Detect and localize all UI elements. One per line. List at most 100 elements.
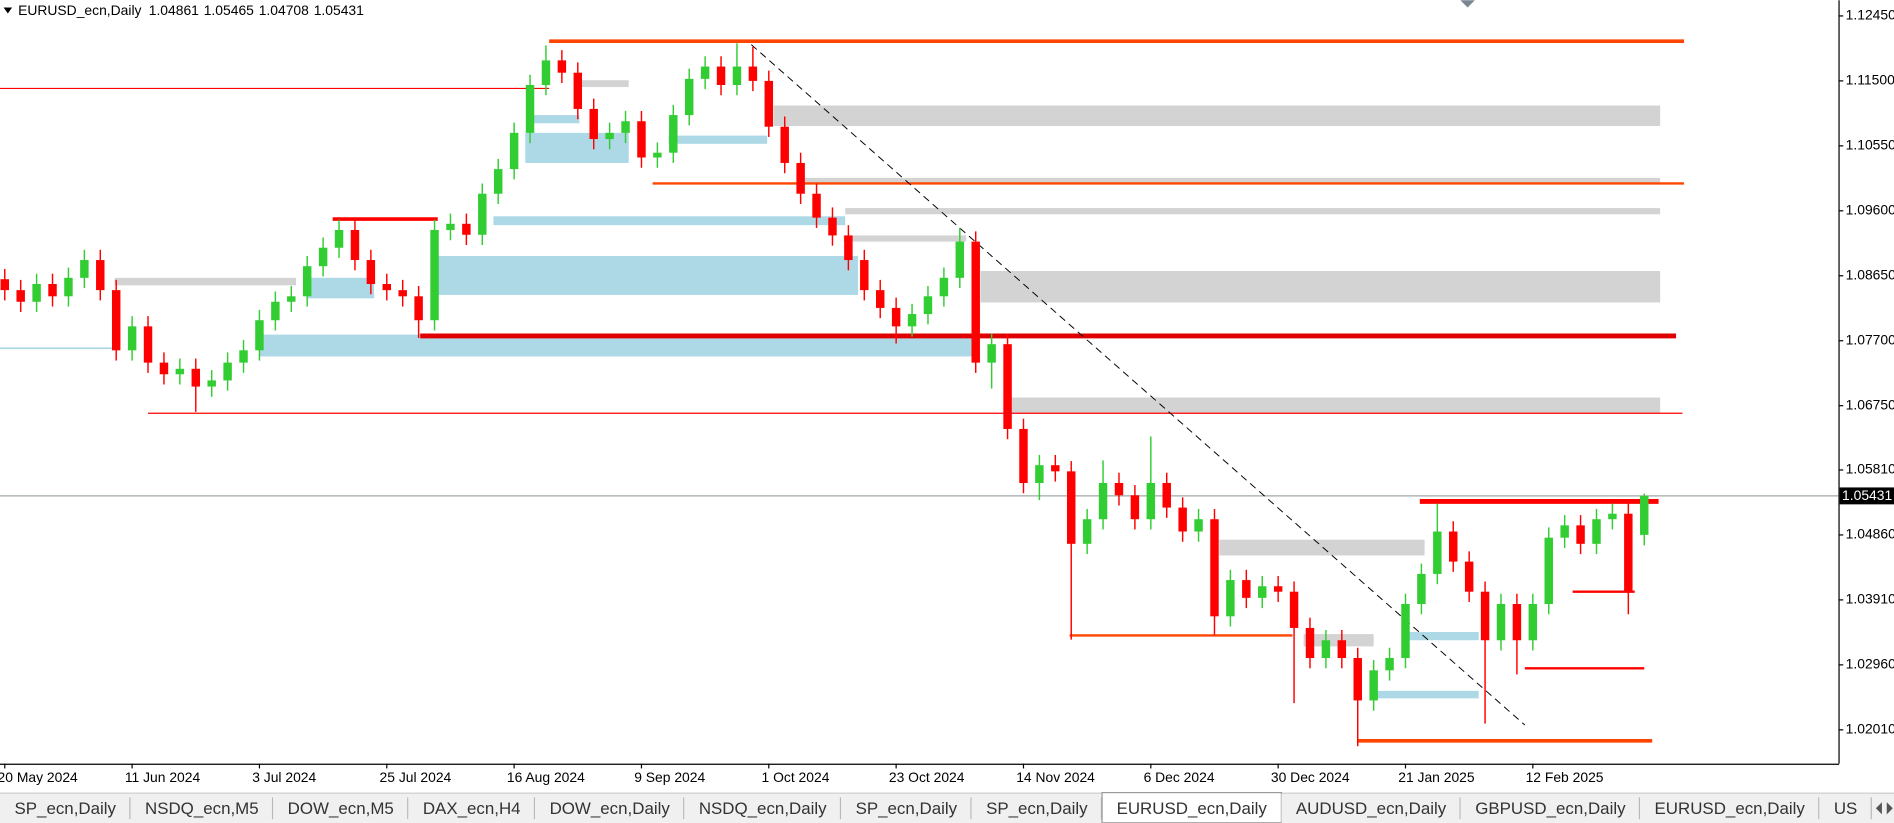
x-tick-label: 9 Sep 2024 [634,769,705,785]
zone [668,135,768,144]
tab-background[interactable] [1819,793,1872,823]
zone [980,270,1661,303]
zone [1004,397,1661,414]
y-tick-label: 1.02960 [1846,656,1894,672]
tab-background[interactable] [273,793,409,823]
tab-background[interactable] [1101,791,1282,823]
candle-body [414,296,423,321]
x-tick-label: 6 Dec 2024 [1144,769,1215,785]
candle-body [64,277,73,297]
candle-body [637,121,646,158]
tab[interactable]: SP_ecn,Daily [841,793,972,823]
candle-body [1385,658,1394,671]
tab-label[interactable]: DAX_ecn,H4 [423,799,521,818]
candle-body [748,66,758,81]
tab[interactable]: GBPUSD_ecn,Daily [1460,793,1641,823]
candle-body [32,283,41,302]
tab-background[interactable] [1281,793,1461,823]
tab-background[interactable] [408,793,536,823]
candle-body [0,279,10,291]
high-value: 1.05465 [204,2,254,18]
candle-body [1560,525,1569,538]
candle-body [1433,531,1442,574]
candle-body [1130,495,1140,520]
tab[interactable]: EURUSD_ecn,Daily [1640,793,1820,823]
candle-body [175,368,185,375]
tab[interactable]: AUDUSD_ecn,Daily [1281,793,1461,823]
tab-background[interactable] [1460,793,1641,823]
candle-body [1194,519,1203,532]
tab-background[interactable] [971,793,1103,823]
candle-body [1146,482,1156,520]
candle-body [525,84,535,133]
tab-background[interactable] [130,793,274,823]
tab-scroll-left[interactable] [1875,802,1882,815]
candle-body [684,78,694,116]
candle-body [589,108,598,140]
candle-body [971,241,980,363]
candle-body [732,66,742,85]
candle-body [700,66,710,79]
x-tick-label: 25 Jul 2024 [380,769,452,785]
tab-background[interactable] [841,793,972,823]
tab[interactable]: DAX_ecn,H4 [408,793,536,823]
current-price-box [1839,487,1894,505]
candle-body [334,229,344,248]
candle-body [987,344,996,363]
tab[interactable]: SP_ecn,Daily [971,793,1103,823]
candle-body [1066,471,1076,544]
zone [1219,539,1425,556]
tab-background[interactable] [1640,793,1820,823]
zone [259,334,973,357]
tab-background[interactable] [535,793,685,823]
tab-label[interactable]: SP_ecn,Daily [856,799,958,818]
tab-label[interactable]: GBPUSD_ecn,Daily [1475,799,1626,818]
tab[interactable]: NSDQ_ecn,M5 [130,793,274,823]
tab[interactable]: NSDQ_ecn,Daily [684,793,842,823]
candle-body [127,326,137,351]
candle-body [669,115,678,153]
tab-label[interactable]: AUDUSD_ecn,Daily [1296,799,1447,818]
tab[interactable]: EURUSD_ecn,Daily [1101,791,1282,823]
tab-scroll-right[interactable] [1886,802,1893,815]
tab-label[interactable]: EURUSD_ecn,Daily [1655,799,1806,818]
y-tick-label: 1.12450 [1846,7,1894,23]
tab-label[interactable]: NSDQ_ecn,M5 [145,799,259,818]
tab-label[interactable]: DOW_ecn,M5 [288,799,394,818]
candle-body [1592,519,1601,544]
tab[interactable]: DOW_ecn,Daily [535,793,685,823]
zone [1403,632,1479,641]
tab-label[interactable]: US [1834,799,1857,818]
candle-body [541,60,551,85]
x-tick-label: 20 May 2024 [0,769,78,785]
candle-body [478,193,487,235]
tab-label[interactable]: NSDQ_ecn,Daily [699,799,827,818]
x-tick-label: 3 Jul 2024 [252,769,316,785]
candle-body [143,326,153,363]
x-tick-label: 23 Oct 2024 [889,769,965,785]
candle-body [780,126,789,163]
candle-body [844,235,853,261]
tab-label[interactable]: DOW_ecn,Daily [550,799,671,818]
x-tick-label: 11 Jun 2024 [125,769,201,785]
candle-body [1242,580,1251,598]
scroll-marker [1460,0,1475,8]
tab[interactable]: DOW_ecn,M5 [273,793,409,823]
y-tick-label: 1.10550 [1846,137,1894,153]
tab-label[interactable]: SP_ecn,Daily [986,799,1088,818]
tab-label[interactable]: SP_ecn,Daily [14,799,116,818]
candle-body [446,223,455,230]
candle-body [1496,604,1506,641]
candle-body [1640,495,1649,535]
tab[interactable]: SP_ecn,Daily [0,793,131,823]
tab-background[interactable] [0,793,131,823]
candle-body [111,290,121,351]
candle-body [907,314,917,327]
x-tick-label: 30 Dec 2024 [1271,769,1350,785]
tab-label[interactable]: EURUSD_ecn,Daily [1117,799,1268,818]
tab[interactable]: US [1819,793,1872,823]
candle-body [1082,519,1092,544]
y-tick-label: 1.11500 [1846,72,1894,88]
tab-background[interactable] [684,793,842,823]
